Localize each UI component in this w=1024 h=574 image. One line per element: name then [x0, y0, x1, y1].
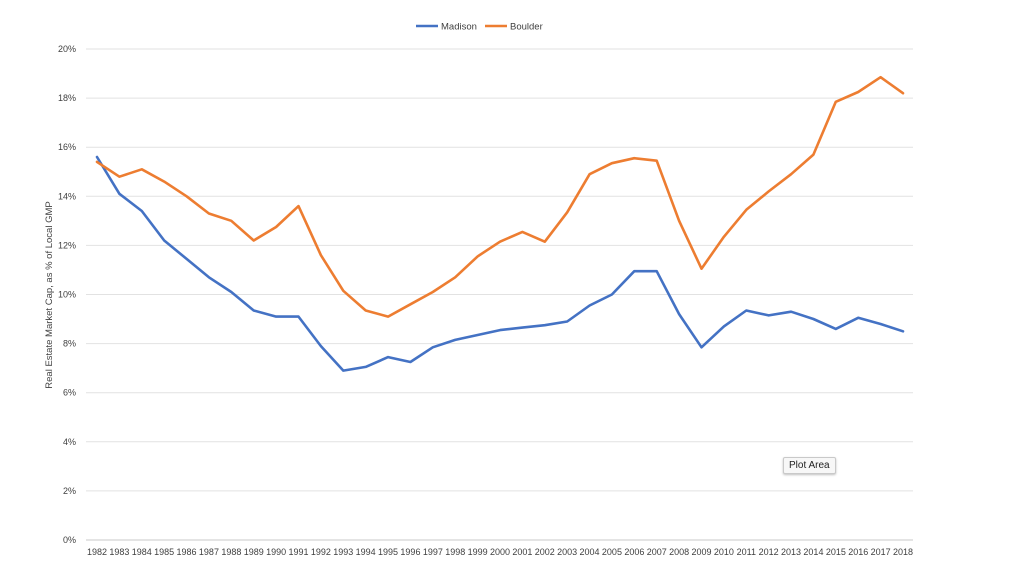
x-tick-label: 1990 — [266, 547, 286, 557]
y-tick-label: 10% — [58, 290, 76, 300]
plot-area-tooltip: Plot Area — [783, 457, 836, 474]
y-tick-label: 6% — [63, 388, 76, 398]
x-tick-label: 2004 — [580, 547, 600, 557]
y-tick-label: 20% — [58, 44, 76, 54]
x-tick-label: 2008 — [669, 547, 689, 557]
x-tick-label: 2011 — [737, 547, 756, 557]
y-tick-label: 4% — [63, 437, 76, 447]
x-tick-label: 1982 — [87, 547, 107, 557]
x-tick-label: 2014 — [803, 547, 823, 557]
x-tick-label: 1996 — [400, 547, 420, 557]
x-tick-label: 2013 — [781, 547, 801, 557]
x-tick-label: 2005 — [602, 547, 622, 557]
x-tick-label: 1986 — [177, 547, 197, 557]
y-tick-label: 8% — [63, 339, 76, 349]
y-tick-label: 2% — [63, 486, 76, 496]
x-tick-label: 1988 — [221, 547, 241, 557]
legend: Madison Boulder — [416, 22, 543, 33]
x-tick-label: 2006 — [624, 547, 644, 557]
series-line-boulder — [95, 75, 905, 318]
gridlines — [86, 48, 913, 541]
x-tick-label: 2003 — [557, 547, 577, 557]
x-tick-label: 2001 — [512, 547, 532, 557]
x-tick-label: 2010 — [714, 547, 734, 557]
x-tick-label: 1995 — [378, 547, 398, 557]
x-tick-label: 2002 — [535, 547, 555, 557]
y-axis-title: Real Estate Market Cap, as % of Local GM… — [44, 201, 55, 388]
x-tick-label: 1989 — [244, 547, 264, 557]
x-tick-label: 1987 — [199, 547, 219, 557]
series-lines — [95, 75, 905, 372]
x-tick-label: 1983 — [109, 547, 129, 557]
x-tick-label: 1998 — [445, 547, 465, 557]
x-tick-label: 1997 — [423, 547, 443, 557]
x-axis-ticks: 1982 1983 1984 1985 1986 1987 1988 1989 1990 1991… — [87, 547, 913, 557]
x-tick-label: 1991 — [288, 547, 308, 557]
x-tick-label: 1992 — [311, 547, 331, 557]
y-tick-label: 18% — [58, 93, 76, 103]
x-tick-label: 2000 — [490, 547, 510, 557]
y-axis-ticks: 0% 2% 4% 6% 8% 10% 12% 14% 16% 18% 20% — [58, 44, 76, 545]
x-tick-label: 1985 — [154, 547, 174, 557]
legend-label-boulder: Boulder — [510, 22, 543, 33]
x-tick-label: 2007 — [647, 547, 667, 557]
y-tick-label: 0% — [63, 535, 76, 545]
x-tick-label: 2015 — [826, 547, 846, 557]
x-tick-label: 2017 — [871, 547, 891, 557]
y-tick-label: 16% — [58, 142, 76, 152]
x-tick-label: 2016 — [848, 547, 868, 557]
x-tick-label: 1984 — [132, 547, 152, 557]
y-tick-label: 14% — [58, 191, 76, 201]
x-tick-label: 1999 — [468, 547, 488, 557]
legend-label-madison: Madison — [441, 22, 477, 33]
x-tick-label: 2018 — [893, 547, 913, 557]
x-tick-label: 2009 — [691, 547, 711, 557]
series-line-madison — [95, 155, 905, 372]
y-tick-label: 12% — [58, 240, 76, 250]
x-tick-label: 1993 — [333, 547, 353, 557]
x-tick-label: 2012 — [759, 547, 779, 557]
x-tick-label: 1994 — [356, 547, 376, 557]
